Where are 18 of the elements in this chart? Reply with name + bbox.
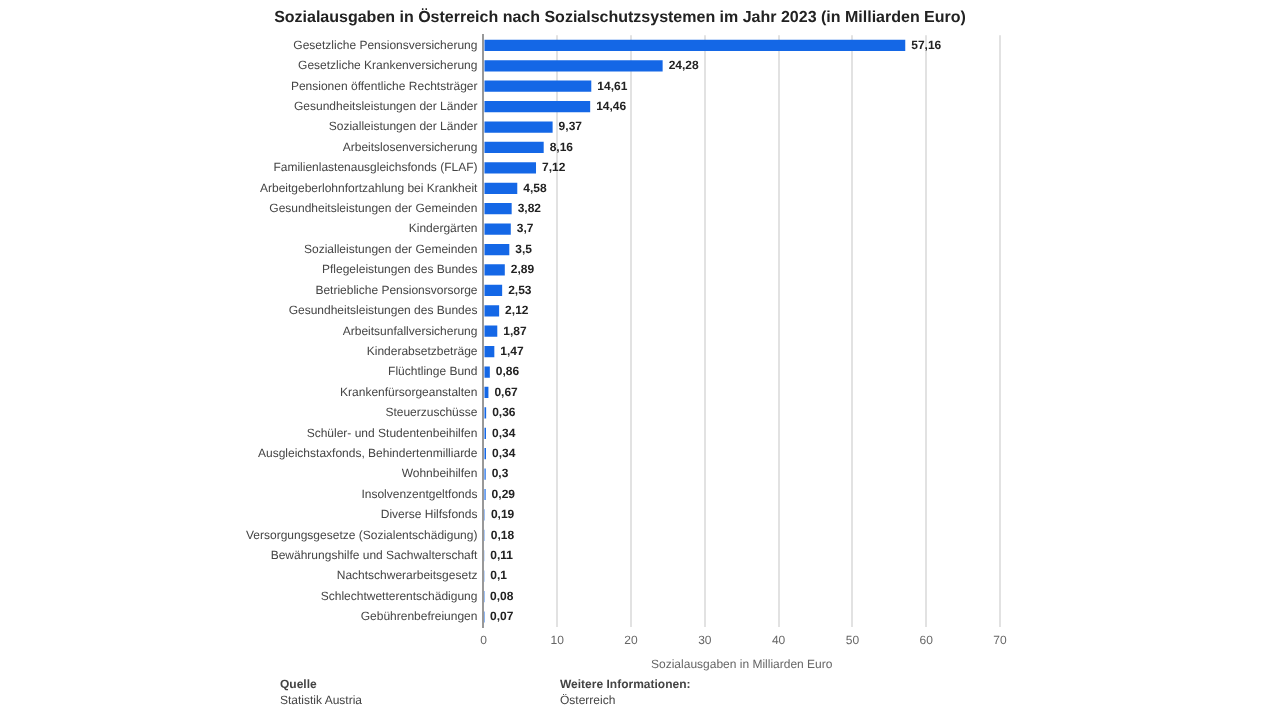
bar — [484, 141, 544, 154]
bar — [484, 121, 553, 133]
bar — [484, 305, 500, 317]
bar — [484, 264, 505, 276]
bar — [484, 80, 592, 92]
bar — [484, 203, 512, 215]
bar — [484, 39, 906, 52]
bar — [484, 182, 518, 194]
bar — [484, 346, 495, 358]
bar — [484, 223, 511, 235]
bar — [484, 162, 537, 174]
bar — [484, 60, 663, 72]
bar — [484, 325, 498, 337]
bar — [484, 284, 503, 296]
chart-title: Sozialausgaben in Österreich nach Sozialschutzsystemen im Jahr 2023 (in Milliarden Euro) — [274, 8, 967, 27]
bar — [484, 101, 591, 113]
bar — [484, 243, 510, 256]
bar — [484, 366, 490, 378]
